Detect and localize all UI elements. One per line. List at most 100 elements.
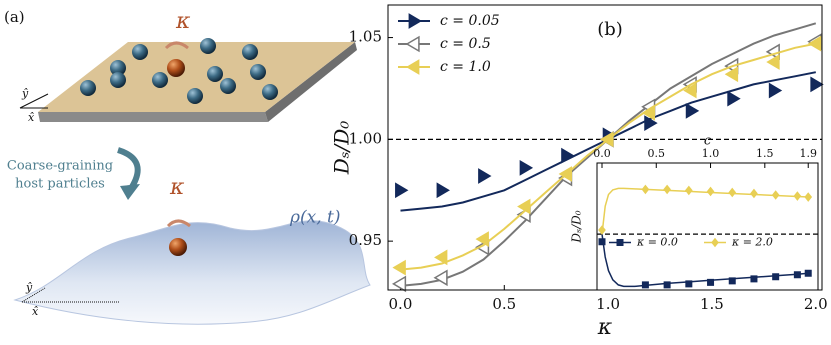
- legend-label: κ = 2.0: [731, 236, 773, 249]
- x-hat: x̂: [32, 305, 39, 318]
- marker: [436, 182, 450, 199]
- marker: [644, 115, 658, 131]
- curve: [601, 187, 809, 235]
- y-hat: ŷ: [21, 87, 29, 100]
- marker: [706, 186, 715, 197]
- coarse-arrow: [116, 147, 141, 192]
- marker: [475, 231, 489, 247]
- marker: [804, 269, 812, 277]
- x-tick-label: 0.5: [648, 147, 666, 160]
- x-tick-label: 1.9: [799, 147, 817, 160]
- marker: [768, 82, 783, 99]
- rotation-arrow: [164, 41, 189, 50]
- x-tick-label: 1.0: [596, 295, 620, 313]
- marker: [434, 249, 448, 266]
- y-tick-label: 0.95: [349, 231, 382, 249]
- marker: [727, 90, 741, 107]
- marker: [683, 82, 697, 99]
- marker: [685, 280, 693, 288]
- chart: 0.0 0.5 1.0 1.5 1.9 c Dₛ/D₀ κ = 0.0 κ = 2.0: [570, 134, 819, 291]
- y-tick-label: 1.00: [349, 129, 382, 147]
- legend-marker: [711, 237, 719, 248]
- density-label: ρ(x, t): [289, 208, 341, 228]
- legend-marker: [406, 59, 420, 75]
- marker: [707, 278, 715, 286]
- marker: [600, 131, 614, 148]
- y-axis-label: Dₛ/D₀: [570, 210, 584, 243]
- legend-label: c = 0.5: [440, 36, 491, 52]
- curve: [601, 233, 809, 288]
- marker: [433, 269, 448, 287]
- y-hat: ŷ: [25, 281, 33, 294]
- marker: [766, 54, 780, 70]
- x-tick-label: 2.0: [804, 295, 828, 313]
- marker: [598, 225, 606, 235]
- marker: [724, 66, 739, 83]
- x-tick-label: 0.5: [492, 295, 516, 313]
- axes-bottom: [21, 287, 120, 303]
- x-hat: x̂: [28, 111, 35, 124]
- marker: [684, 185, 693, 196]
- caption: Coarse-graining: [7, 159, 113, 174]
- marker: [807, 35, 822, 52]
- panel-a: (a) κ ŷ x̂ Coarse-graining host particle…: [4, 8, 371, 325]
- marker: [771, 190, 780, 200]
- marker: [804, 192, 813, 202]
- marker: [395, 182, 409, 199]
- kappa: κ: [175, 9, 191, 34]
- panel-label: (a): [4, 8, 25, 26]
- legend-marker: [405, 35, 420, 53]
- marker: [663, 281, 671, 289]
- kappa: κ: [169, 175, 185, 200]
- tracer: [169, 238, 187, 256]
- marker: [750, 188, 758, 199]
- legend-label: κ = 0.0: [636, 236, 678, 249]
- panel-label: (b): [597, 19, 623, 40]
- x-tick-label: 0.0: [389, 295, 413, 313]
- marker: [561, 147, 575, 164]
- marker: [728, 277, 736, 285]
- legend-label: c = 1.0: [440, 59, 491, 75]
- legend-marker: [616, 239, 624, 246]
- marker: [750, 275, 758, 283]
- rotation-arrow: [166, 219, 191, 228]
- marker: [558, 166, 572, 182]
- x-axis-label: κ: [597, 315, 613, 340]
- marker: [641, 281, 649, 289]
- plate-edge: [38, 112, 268, 122]
- density-surface: [13, 220, 371, 325]
- marker: [519, 159, 534, 176]
- host-particles: [80, 38, 278, 104]
- x-tick-label: 1.0: [702, 147, 720, 160]
- coarse-arrowhead: [120, 184, 140, 200]
- marker: [391, 275, 407, 293]
- marker: [728, 187, 737, 198]
- marker: [478, 168, 492, 184]
- marker: [810, 76, 824, 93]
- caption: host particles: [15, 177, 105, 192]
- marker: [392, 259, 406, 276]
- x-axis-label: c: [704, 134, 712, 149]
- axes-top: [19, 93, 49, 109]
- marker: [598, 238, 606, 246]
- legend-marker: [408, 13, 422, 29]
- marker: [517, 198, 531, 215]
- marker: [641, 184, 650, 195]
- x-tick-label: 1.5: [700, 295, 724, 313]
- x-tick-label: 1.5: [756, 147, 774, 160]
- marker: [793, 271, 801, 279]
- legend-label: c = 0.05: [440, 13, 500, 29]
- panel-b: 0.0 0.5 1.0 1.5 2.0 0.95 1.00 1.05 κ Dₛ/D₀ (b) c = …: [330, 4, 828, 340]
- plot-area: [597, 163, 818, 290]
- y-axis-label: Dₛ/D₀: [330, 121, 354, 176]
- marker: [772, 273, 780, 281]
- x-tick-label: 0.0: [593, 147, 611, 160]
- marker: [663, 184, 671, 195]
- marker: [685, 102, 700, 119]
- plate-side: [265, 42, 357, 122]
- marker: [793, 191, 802, 201]
- tracer: [167, 59, 185, 77]
- y-tick-label: 1.05: [349, 28, 382, 46]
